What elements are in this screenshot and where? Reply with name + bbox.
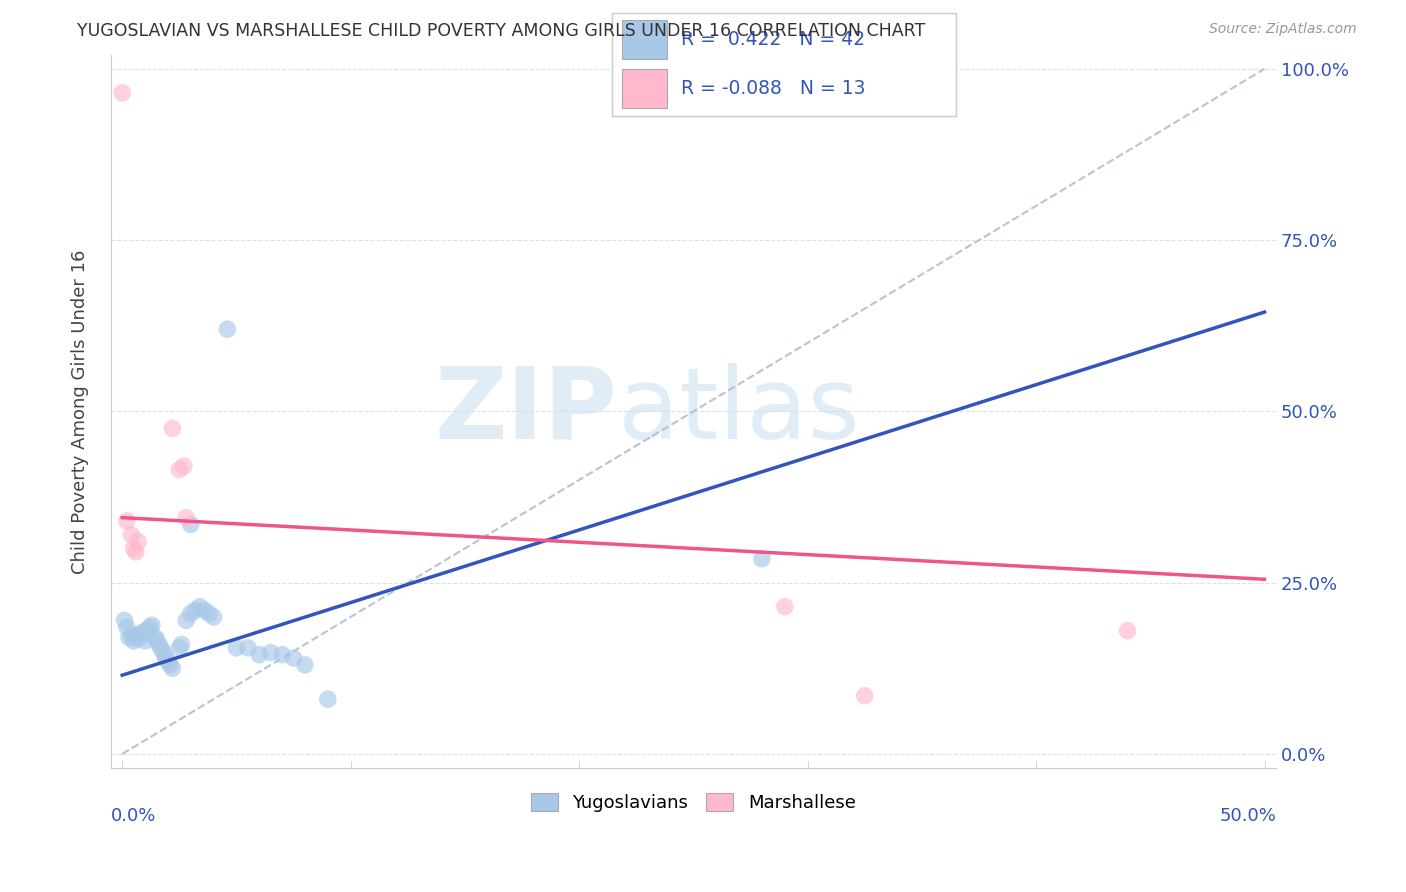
Point [136,624,159,638]
Point [184,603,207,617]
Point [180,517,202,532]
Point [127,632,149,646]
Point [156,655,179,669]
Point [120,527,142,541]
Point [188,599,211,614]
Point [773,599,796,614]
Point [225,640,247,655]
Point [155,651,177,665]
Point [283,651,305,665]
Text: 50.0%: 50.0% [1219,807,1277,825]
Text: Source: ZipAtlas.com: Source: ZipAtlas.com [1209,22,1357,37]
Point [162,661,184,675]
Point [125,629,148,643]
Point [150,640,173,655]
Point [114,614,136,628]
Point [853,689,876,703]
Point [169,640,191,655]
Point [127,534,149,549]
FancyBboxPatch shape [621,20,666,59]
Point [193,603,215,617]
Point [134,634,156,648]
Point [141,618,163,632]
Point [118,631,141,645]
FancyBboxPatch shape [621,69,666,108]
Point [174,510,197,524]
Point [751,551,773,566]
Point [294,657,316,672]
Point [125,545,148,559]
Point [115,514,138,528]
Text: R =  0.422   N = 42: R = 0.422 N = 42 [681,29,865,48]
Point [198,607,221,621]
Point [120,627,142,641]
Point [271,648,294,662]
Y-axis label: Child Poverty Among Girls Under 16: Child Poverty Among Girls Under 16 [72,249,89,574]
Point [122,634,145,648]
Point [138,620,160,634]
Point [132,625,155,640]
Point [159,657,181,672]
Point [152,646,174,660]
Point [236,640,259,655]
Point [143,631,166,645]
Point [162,421,184,435]
Point [122,541,145,556]
Point [148,637,170,651]
Text: atlas: atlas [617,363,859,460]
Point [173,459,195,474]
Point [260,646,283,660]
Point [217,322,239,336]
Point [170,637,193,651]
Point [247,648,270,662]
Text: ZIP: ZIP [434,363,617,460]
Text: 0.0%: 0.0% [111,807,156,825]
Point [1116,624,1139,638]
Point [115,620,138,634]
Text: R = -0.088   N = 13: R = -0.088 N = 13 [681,78,865,98]
Point [180,607,202,621]
Point [174,614,197,628]
Point [145,632,167,646]
Point [129,627,152,641]
Text: YUGOSLAVIAN VS MARSHALLESE CHILD POVERTY AMONG GIRLS UNDER 16 CORRELATION CHART: YUGOSLAVIAN VS MARSHALLESE CHILD POVERTY… [77,22,925,40]
Point [169,463,191,477]
Point [202,610,225,624]
Legend: Yugoslavians, Marshallese: Yugoslavians, Marshallese [523,786,863,819]
Point [111,86,134,100]
Point [316,692,339,706]
